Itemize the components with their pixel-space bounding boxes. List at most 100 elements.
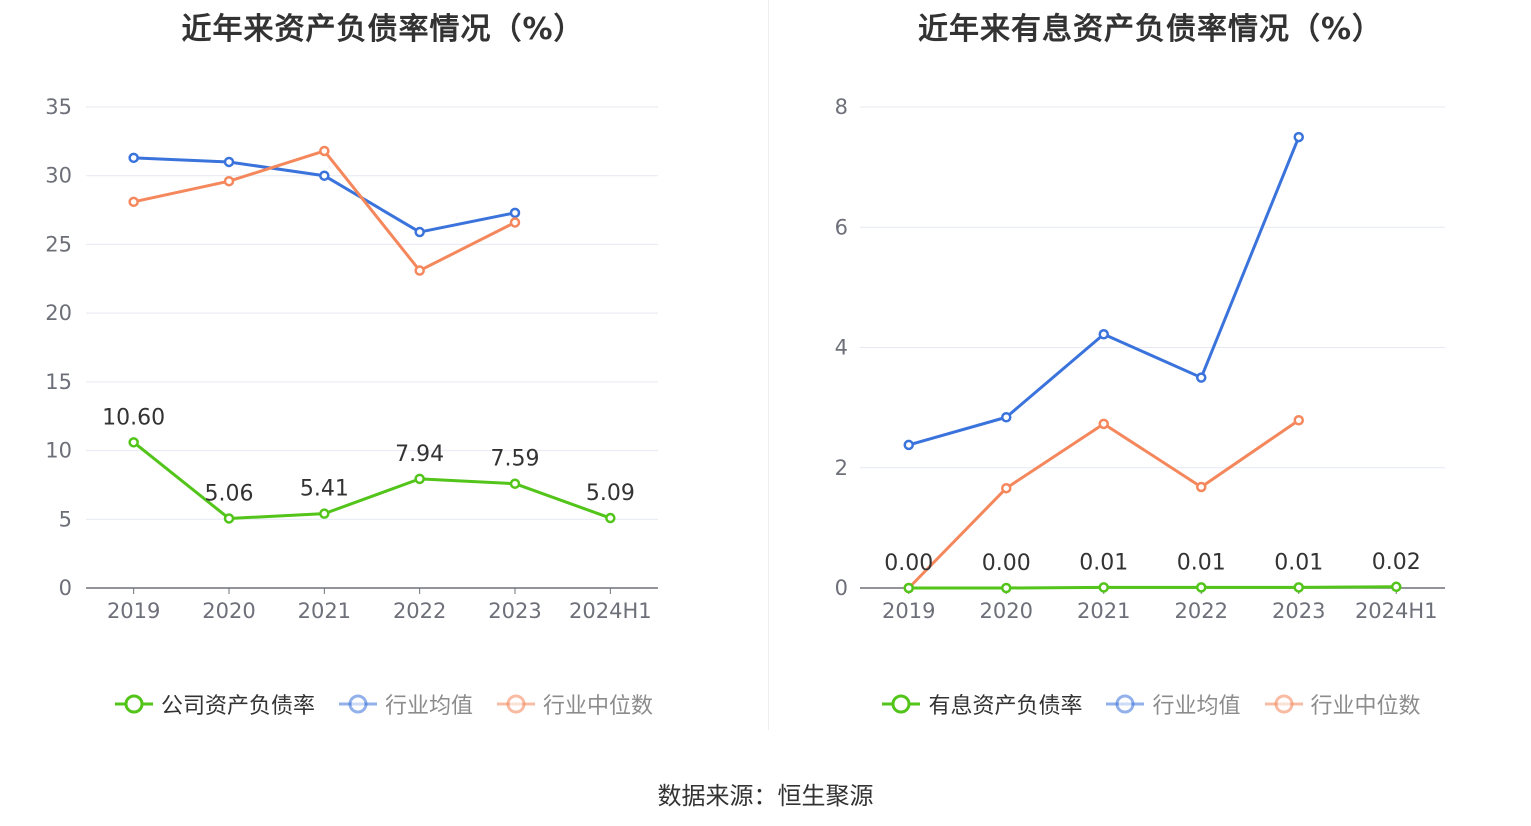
x-tick-label: 2019: [107, 599, 160, 623]
x-tick-label: 2019: [882, 599, 935, 623]
legend-marker: [124, 694, 144, 714]
y-tick-label: 6: [835, 215, 848, 239]
y-tick-label: 15: [45, 370, 72, 394]
chart-title: 近年来有息资产负债率情况（%）: [917, 12, 1384, 47]
y-tick-label: 10: [45, 439, 72, 463]
data-point: [605, 512, 616, 524]
data-point: [903, 582, 914, 594]
legend-marker: [348, 694, 368, 714]
series-line: [132, 441, 611, 520]
panel-divider: [768, 0, 769, 730]
y-tick-label: 0: [59, 576, 72, 600]
data-point: [128, 196, 139, 208]
legend-marker: [1274, 694, 1293, 714]
data-point: [414, 265, 425, 276]
legend-symbol-icon: [1264, 694, 1303, 714]
data-point: [509, 478, 521, 489]
chart-plot: 0 5 10 15 20 25 30 35 2019 2020 2021 2022 2023 2024H1…: [45, 95, 658, 623]
x-tick-label: 2022: [1175, 599, 1228, 623]
data-point: [1196, 481, 1207, 493]
y-tick-label: 30: [45, 164, 72, 188]
data-point: [1293, 582, 1304, 593]
data-point: [1196, 582, 1207, 593]
legend-item[interactable]: 行业均值: [337, 688, 473, 720]
data-point: [223, 175, 235, 187]
x-tick-label: 2024H1: [569, 599, 652, 623]
legend-label: 行业中位数: [543, 694, 654, 719]
legend-item[interactable]: 公司资产负债率: [113, 688, 315, 720]
legend-symbol-icon: [1106, 694, 1145, 714]
y-tick-label: 4: [835, 336, 848, 360]
data-label: 0.00: [982, 551, 1031, 576]
y-tick-label: 8: [835, 95, 848, 119]
data-point: [414, 473, 425, 485]
chart-legend: 有息资产负债率 行业均值 行业中位数: [770, 688, 1531, 720]
chart-title: 近年来资产负债率情况（%）: [181, 12, 585, 47]
legend-symbol-icon: [497, 694, 535, 714]
x-tick-label: 2024H1: [1355, 599, 1438, 623]
data-point: [319, 170, 330, 181]
legend-marker: [506, 694, 526, 714]
data-point: [1293, 415, 1304, 426]
chart-plot: 0 2 4 6 8 2019 2020 2021 2022 2023 2024H1 0.00 0.00 0…: [835, 95, 1445, 623]
data-point: [509, 217, 521, 228]
y-tick-label: 5: [59, 507, 72, 531]
legend-label: 公司资产负债率: [160, 694, 315, 719]
data-point: [128, 437, 139, 448]
data-point: [1001, 482, 1012, 494]
data-point: [128, 152, 139, 164]
data-point: [1098, 329, 1109, 340]
data-point: [319, 145, 330, 157]
data-label: 5.09: [586, 481, 635, 506]
data-label: 10.60: [102, 405, 165, 430]
legend-item[interactable]: 行业均值: [1104, 688, 1241, 720]
x-tick-label: 2020: [980, 599, 1033, 623]
data-label: 0.01: [1177, 550, 1226, 575]
series-line: [133, 156, 516, 234]
legend-item[interactable]: 行业中位数: [1263, 688, 1421, 720]
chart-panel-left: 近年来资产负债率情况（%） 0 5 10 15 20 25 30 35 2019 2020 2021…: [0, 0, 766, 740]
data-label: 0.01: [1274, 550, 1323, 575]
data-point: [1293, 131, 1304, 143]
legend-item[interactable]: 有息资产负债率: [880, 688, 1082, 720]
legend-label: 行业中位数: [1310, 694, 1421, 719]
legend-symbol-icon: [114, 694, 153, 714]
x-tick-label: 2023: [1272, 599, 1325, 623]
legend-label: 行业均值: [384, 694, 473, 719]
series-line: [908, 585, 1397, 590]
data-label: 5.41: [300, 477, 349, 502]
y-tick-label: 20: [45, 301, 72, 325]
data-point: [509, 207, 521, 219]
data-point: [1098, 582, 1109, 593]
data-point: [1391, 581, 1402, 593]
data-point: [223, 513, 235, 524]
legend-label: 有息资产负债率: [928, 694, 1083, 719]
x-tick-label: 2020: [202, 599, 255, 623]
data-point: [319, 508, 330, 519]
x-tick-label: 2021: [298, 599, 351, 623]
x-tick-label: 2022: [393, 599, 446, 623]
series-line: [133, 149, 516, 273]
legend-symbol-icon: [882, 694, 921, 714]
x-tick-label: 2023: [488, 599, 541, 623]
x-tick-label: 2021: [1077, 599, 1130, 623]
y-tick-label: 0: [835, 576, 848, 600]
data-point: [1001, 582, 1012, 594]
data-source-note: 数据来源：恒生聚源: [657, 782, 874, 810]
legend-marker: [1115, 694, 1135, 714]
chart-panel-right: 近年来有息资产负债率情况（%） 0 2 4 6 8 2019 2020 2021 2022 202…: [770, 0, 1531, 740]
legend-item[interactable]: 行业中位数: [495, 688, 653, 720]
data-point: [1001, 411, 1012, 423]
data-label: 5.06: [205, 481, 254, 506]
data-point: [414, 226, 425, 238]
legend-marker: [891, 694, 911, 714]
legend-label: 行业均值: [1152, 694, 1241, 719]
chart-legend: 公司资产负债率 行业均值 行业中位数: [0, 688, 766, 720]
y-tick-label: 35: [45, 95, 72, 119]
data-label: 7.94: [395, 442, 444, 467]
data-point: [1098, 418, 1109, 430]
y-tick-label: 2: [835, 456, 848, 480]
data-label: 0.02: [1372, 550, 1421, 575]
data-point: [903, 439, 914, 451]
data-label: 0.00: [884, 551, 933, 576]
